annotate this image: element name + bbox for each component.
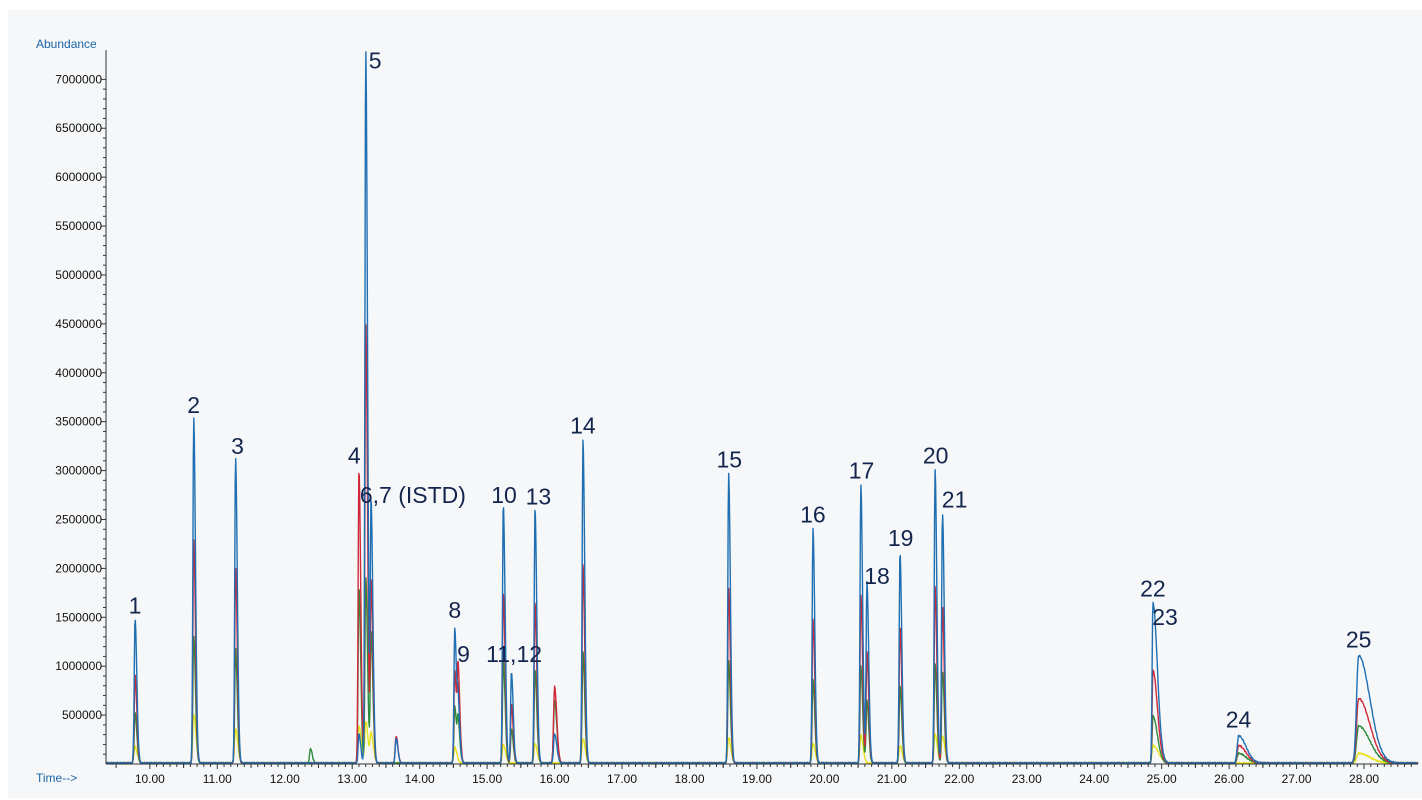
x-tick-label: 27.00 [1282,772,1312,786]
peak-label: 9 [457,641,470,667]
peak-label: 19 [888,525,914,551]
x-axis-title: Time--> [36,771,77,785]
peak-labels: 123 456,7 (ISTD)891011,121314151617181920… [129,47,1372,732]
x-tick-label: 15.00 [472,772,502,786]
chart-panel [8,10,1422,798]
y-tick-label: 1500000 [55,610,102,624]
peak-label: 5 [369,47,382,73]
y-tick-label: 4500000 [55,317,102,331]
x-tick-label: 12.00 [270,772,300,786]
y-tick-label: 6500000 [55,121,102,135]
trace-line [105,51,1419,765]
peak-label: 15 [716,447,742,473]
x-tick-label: 14.00 [405,772,435,786]
y-tick-label: 4000000 [55,366,102,380]
peak-label: 22 [1140,576,1166,602]
x-tick-label: 17.00 [607,772,637,786]
peak-label: 4 [348,443,361,469]
x-tick-label: 28.00 [1349,772,1379,786]
peak-label: 21 [942,487,968,513]
peak-label: 24 [1226,707,1252,733]
peak-label: 17 [849,457,875,483]
x-tick-label: 11.00 [203,772,232,786]
peak-label: 13 [526,484,552,510]
y-tick-label: 3500000 [55,415,102,429]
peak-label: 20 [923,443,949,469]
y-tick-label: 2000000 [55,561,102,575]
peak-label: 10 [491,482,517,508]
x-tick-label: 25.00 [1147,772,1177,786]
x-ticks: 10.00 11.00 12.00 13.00 14.00 15.00 16.00 17.00… [115,764,1412,786]
x-tick-label: 24.00 [1079,772,1109,786]
peak-label: 11,12 [486,641,542,667]
y-tick-label: 1000000 [55,659,102,673]
x-tick-label: 23.00 [1012,772,1042,786]
peak-label: 25 [1346,627,1372,653]
peak-label: 16 [800,501,826,527]
x-tick-label: 18.00 [674,772,704,786]
peak-label: 1 [129,592,142,618]
x-tick-label: 22.00 [944,772,974,786]
y-tick-label: 3000000 [55,464,102,478]
peak-label: 6,7 (ISTD) [360,482,466,508]
y-ticks: 500000 1000000 1500000 2000000 2500000 300000… [55,72,106,755]
x-tick-label: 20.00 [809,772,839,786]
peak-label: 8 [448,597,461,623]
y-tick-label: 5500000 [55,219,102,233]
y-axis-title: Abundance [36,37,97,51]
y-tick-label: 7000000 [55,72,102,86]
y-tick-label: 6000000 [55,170,102,184]
peak-label: 3 [231,433,244,459]
y-tick-label: 5000000 [55,268,102,282]
peak-label: 14 [570,412,596,438]
y-tick-label: 2500000 [55,512,102,526]
peak-label: 18 [864,563,890,589]
y-tick-label: 500000 [62,708,102,722]
x-tick-label: 26.00 [1214,772,1244,786]
x-tick-label: 10.00 [135,772,165,786]
peak-label: 23 [1152,604,1178,630]
x-tick-label: 13.00 [337,772,367,786]
x-tick-label: 16.00 [540,772,570,786]
x-tick-label: 19.00 [742,772,772,786]
peak-label: 2 [187,392,200,418]
x-tick-label: 21.00 [877,772,907,786]
